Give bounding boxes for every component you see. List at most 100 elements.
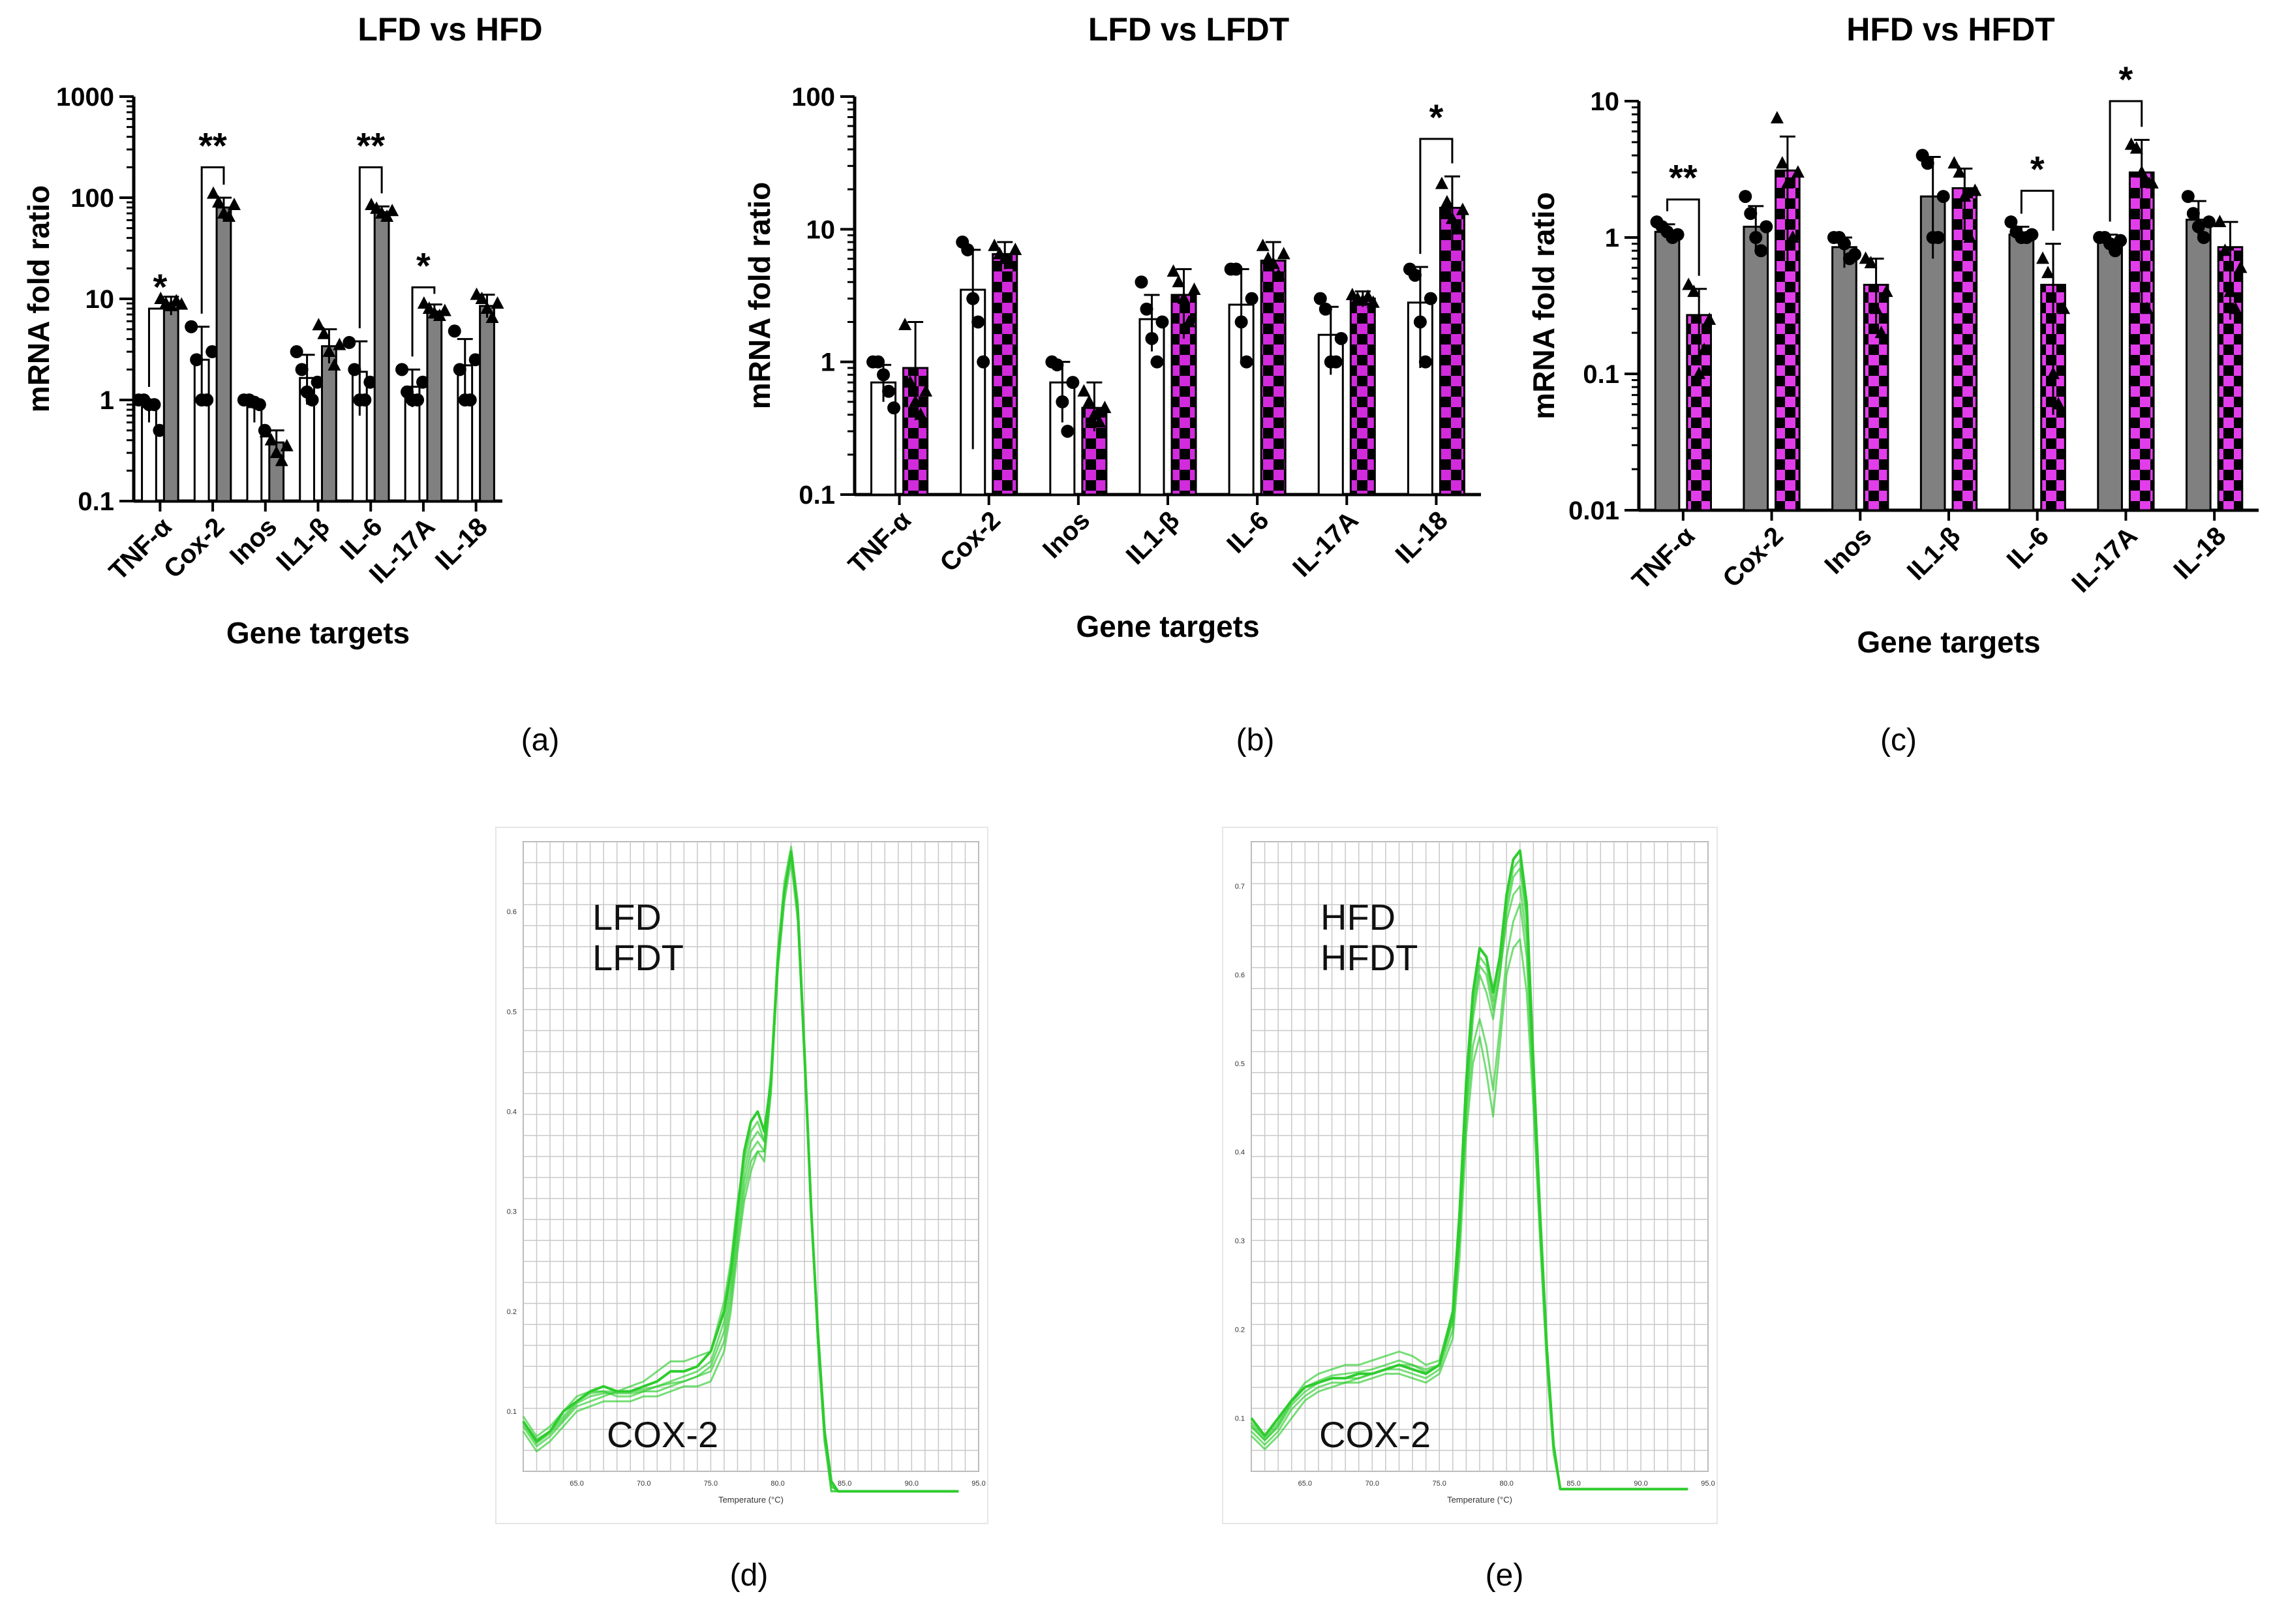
data-point — [1056, 395, 1069, 408]
data-point — [1050, 358, 1064, 372]
data-point — [2186, 207, 2200, 221]
target-label: COX-2 — [607, 1414, 718, 1455]
significance-bracket — [358, 166, 383, 329]
data-point — [1703, 312, 1716, 325]
data-point — [2191, 220, 2205, 234]
data-point — [1172, 275, 1185, 288]
data-point — [1155, 315, 1169, 329]
significance-label: ** — [198, 125, 227, 166]
bar — [2008, 234, 2035, 512]
data-point — [1082, 394, 1096, 407]
x-axis-label: Gene targets — [1076, 609, 1259, 643]
x-tick-label: IL-18 — [430, 512, 493, 575]
data-point — [1177, 291, 1191, 304]
data-point — [358, 393, 372, 406]
data-point — [305, 393, 319, 406]
data-point — [468, 353, 482, 367]
bar — [162, 302, 179, 502]
data-point — [2197, 231, 2210, 244]
data-point — [1837, 237, 1851, 251]
data-point — [2036, 251, 2050, 264]
x-tick-label: Inos — [1819, 521, 1877, 579]
data-point — [463, 393, 477, 406]
y-tick-label: 10 — [85, 285, 115, 314]
chart-title: LFD vs HFD — [358, 11, 542, 48]
x-tick-label: 75.0 — [704, 1480, 718, 1488]
data-point — [1760, 220, 1773, 234]
x-tick-label: Cox-2 — [934, 506, 1006, 577]
data-point — [977, 355, 990, 369]
data-point — [1366, 295, 1380, 308]
bar — [1439, 207, 1465, 496]
x-tick-label: TNF-α — [104, 512, 177, 586]
panel-label-b: (b) — [1236, 723, 1275, 758]
y-tick-label: 0.1 — [1235, 1415, 1245, 1422]
data-point — [1277, 247, 1290, 260]
x-axis-label: Temperature (°C) — [1447, 1495, 1512, 1505]
data-point — [904, 375, 917, 388]
data-point — [1272, 268, 1285, 281]
y-tick-label: 0.1 — [507, 1408, 517, 1416]
data-point — [872, 355, 885, 369]
x-tick-label: Cox-2 — [159, 512, 230, 584]
panel-label-d: (d) — [730, 1558, 769, 1593]
y-tick-label: 0.2 — [1235, 1326, 1245, 1334]
chart-b: LFD vs LFDT mRNA fold ratio Gene targets 0.… — [742, 11, 1481, 643]
data-point — [411, 393, 425, 406]
bar — [215, 206, 232, 502]
x-tick-label: 90.0 — [1634, 1480, 1647, 1488]
data-point — [1093, 415, 1106, 428]
significance-label: * — [2030, 148, 2045, 189]
data-point — [259, 425, 273, 438]
significance-bracket — [2109, 100, 2143, 222]
data-point — [1413, 315, 1427, 329]
y-tick-label: 0.5 — [1235, 1060, 1245, 1068]
data-point — [1150, 355, 1164, 369]
data-point — [480, 301, 494, 314]
bar — [1260, 259, 1287, 496]
x-tick-label: 85.0 — [838, 1480, 851, 1488]
data-point — [909, 394, 923, 407]
y-tick-label: 1 — [100, 386, 114, 415]
data-point — [1780, 176, 1794, 189]
bar — [992, 253, 1018, 496]
x-axis-label: Gene targets — [1857, 625, 2040, 659]
data-point — [206, 345, 219, 359]
bar — [426, 310, 443, 502]
data-point — [1963, 230, 1977, 243]
data-point — [311, 375, 324, 389]
data-point — [2057, 301, 2071, 314]
data-point — [280, 438, 294, 452]
data-point — [290, 345, 303, 359]
data-point — [961, 243, 975, 256]
data-point — [1687, 284, 1701, 298]
data-point — [1234, 315, 1248, 329]
data-point — [1009, 242, 1022, 255]
y-tick-label: 0.4 — [1235, 1149, 1245, 1157]
data-point — [966, 292, 980, 305]
data-point — [1880, 284, 1893, 298]
x-tick-label: 85.0 — [1566, 1480, 1580, 1488]
y-tick-label: 100 — [70, 184, 114, 213]
data-point — [2213, 215, 2227, 228]
significance-bracket — [411, 286, 436, 357]
data-point — [1313, 292, 1327, 305]
bar — [373, 211, 390, 502]
data-point — [898, 317, 912, 330]
data-point — [1874, 326, 1888, 339]
data-point — [1424, 292, 1437, 305]
data-point — [1408, 268, 1422, 282]
data-point — [1440, 194, 1454, 207]
chart-c: HFD vs HFDT mRNA fold ratio Gene targets 0.… — [1527, 11, 2259, 659]
x-tick-label: TNF-α — [1626, 521, 1700, 595]
data-point — [1958, 189, 1972, 202]
data-point — [386, 204, 399, 217]
y-tick-label: 0.7 — [1235, 883, 1245, 891]
data-point — [322, 345, 336, 358]
y-tick-label: 0.5 — [507, 1008, 517, 1016]
data-point — [1775, 156, 1789, 169]
group-label: LFDT — [592, 937, 684, 978]
data-point — [1140, 302, 1153, 316]
data-point — [1187, 283, 1201, 296]
data-point — [1256, 238, 1270, 251]
